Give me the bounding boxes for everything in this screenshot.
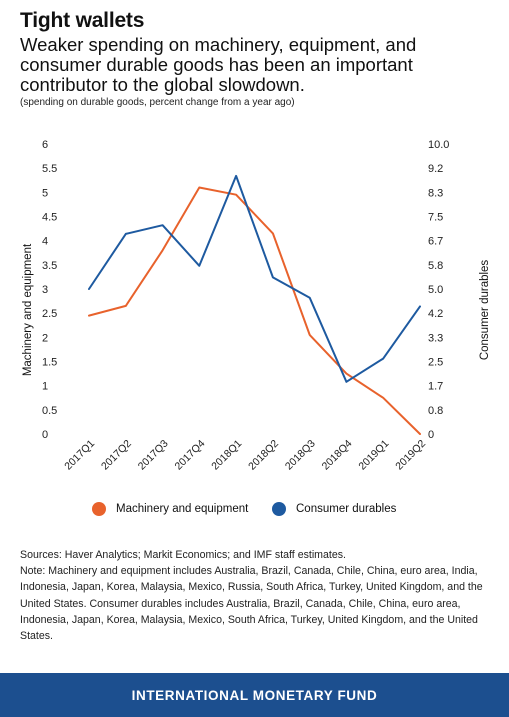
y-right-tick-label: 2.5 [428,357,443,369]
y-left-tick-label: 0 [42,429,48,441]
y-right-tick-label: 5.8 [428,260,443,272]
y-right-tick-label: 1.7 [428,381,443,393]
legend-item-consumer-durables: Consumer durables [272,502,396,516]
y-right-tick-label: 5.0 [428,284,443,296]
y-right-tick-label: 9.2 [428,163,443,175]
y-right-tick-label: 0 [428,429,434,441]
legend-label-consumer-durables: Consumer durables [296,503,397,515]
x-tick-label: 2017Q2 [99,438,134,473]
y-left-tick-label: 1.5 [42,357,57,369]
y-right-tick-label: 10.0 [428,139,449,151]
y-right-tick-label: 8.3 [428,187,443,199]
y-right-tick-label: 6.7 [428,236,443,248]
y-right-tick-label: 3.3 [428,332,443,344]
y-right-tick-label: 7.5 [428,212,443,224]
chart-legend: Machinery and equipment Consumer durable… [0,502,509,522]
x-tick-label: 2017Q3 [136,438,171,473]
x-tick-label: 2017Q1 [62,438,97,473]
y-left-tick-label: 2.5 [42,308,57,320]
y-left-tick-label: 4 [42,236,48,248]
x-tick-label: 2018Q2 [246,438,281,473]
y-left-tick-label: 0.5 [42,405,57,417]
sources-text: Sources: Haver Analytics; Markit Economi… [20,549,346,561]
notes-block: Sources: Haver Analytics; Markit Economi… [20,547,496,644]
chart-title: Tight wallets [20,9,145,32]
x-tick-label: 2018Q4 [320,438,355,473]
x-tick-label: 2019Q1 [356,438,391,473]
legend-label-machinery: Machinery and equipment [116,503,249,515]
y-left-tick-label: 1 [42,381,48,393]
y-left-tick-label: 3 [42,284,48,296]
y-left-tick-label: 3.5 [42,260,57,272]
note-text: Note: Machinery and equipment includes A… [20,565,483,643]
x-tick-label: 2019Q2 [393,438,428,473]
legend-swatch-consumer-durables [272,502,286,516]
y-right-tick-label: 0.8 [428,405,443,417]
x-tick-label: 2018Q3 [283,438,318,473]
x-tick-label: 2018Q1 [209,438,244,473]
y-left-tick-label: 5 [42,187,48,199]
line-chart: 0 0.5 1 1.5 2 2.5 3 3.5 4 4.5 5 5.5 6 0 0.8 1.7 2.5 3.3 4.… [22,139,491,473]
y-right-tick-label: 4.2 [428,308,443,320]
legend-swatch-machinery [92,502,106,516]
y-left-tick-label: 6 [42,139,48,151]
series-line-machinery [88,186,421,435]
legend-item-machinery: Machinery and equipment [92,502,248,516]
y-left-tick-label: 2 [42,332,48,344]
x-tick-label: 2017Q4 [173,438,208,473]
imf-footer-bar: INTERNATIONAL MONETARY FUND [0,673,509,717]
series-line-consumer-durables [88,174,421,383]
y-left-tick-label: 5.5 [42,163,57,175]
chart-subtitle: Weaker spending on machinery, equipment,… [20,34,417,95]
y-left-axis-title: Machinery and equipment [22,243,34,376]
y-right-axis-title: Consumer durables [479,260,491,361]
y-left-tick-label: 4.5 [42,212,57,224]
units-note: (spending on durable goods, percent chan… [20,97,295,108]
footer-label: INTERNATIONAL MONETARY FUND [131,687,378,703]
